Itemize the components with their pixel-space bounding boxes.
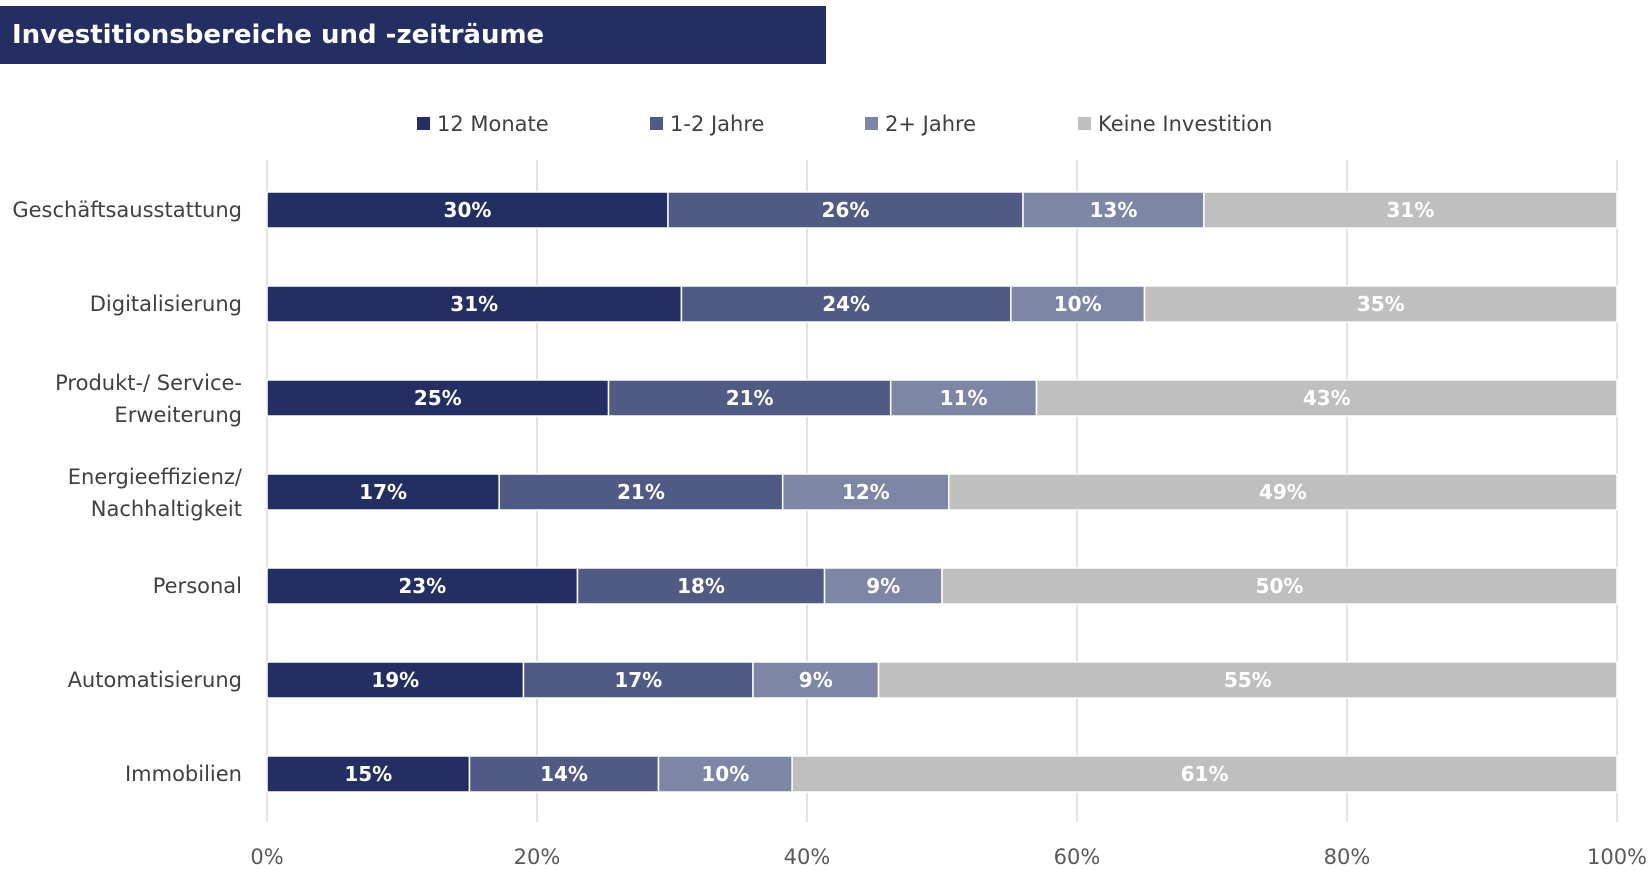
- data-label: 21%: [617, 480, 665, 504]
- bar-segment: [1203, 191, 1618, 229]
- data-label: 61%: [1181, 762, 1229, 786]
- category-label: Digitalisierung: [90, 292, 242, 316]
- category-label: Geschäftsausstattung: [12, 198, 242, 222]
- data-label: 18%: [677, 574, 725, 598]
- bar-segment: [680, 285, 1012, 323]
- data-label: 43%: [1303, 386, 1351, 410]
- bar-segment: [889, 379, 1038, 417]
- bar-segment: [1035, 379, 1618, 417]
- legend-swatch: [650, 117, 663, 130]
- bar-segment: [948, 473, 1618, 511]
- x-tick-label: 0%: [250, 845, 283, 869]
- category-label-line: Erweiterung: [114, 403, 242, 427]
- legend-label: 1-2 Jahre: [670, 112, 764, 136]
- legend: 12 Monate 1-2 Jahre 2+ Jahre Keine Investit…: [417, 112, 1272, 136]
- legend-label: 12 Monate: [437, 112, 549, 136]
- bars: 30% 26% 13% 31% 31% 24% 10% 35% 25% 21% 11% 43% 17% 2…: [266, 191, 1618, 793]
- legend-label: Keine Investition: [1098, 112, 1272, 136]
- data-label: 19%: [371, 668, 419, 692]
- data-label: 26%: [822, 198, 870, 222]
- category-label: Automatisierung: [68, 668, 242, 692]
- legend-item: 1-2 Jahre: [650, 112, 764, 136]
- bar-segment: [522, 661, 754, 699]
- data-label: 15%: [344, 762, 392, 786]
- bar-segment: [266, 661, 525, 699]
- bar-segment: [877, 661, 1618, 699]
- category-label-line: Produkt-/ Service-: [55, 371, 242, 395]
- bar-segment: [657, 755, 793, 793]
- bar-segment: [607, 379, 892, 417]
- category-label: Personal: [153, 574, 242, 598]
- legend-swatch: [1078, 117, 1091, 130]
- bar-segment: [266, 379, 610, 417]
- data-label: 23%: [398, 574, 446, 598]
- bar-segment: [576, 567, 826, 605]
- data-label: 13%: [1090, 198, 1138, 222]
- data-label: 25%: [414, 386, 462, 410]
- data-label: 55%: [1224, 668, 1272, 692]
- chart-title: Investitionsbereiche und -zeiträume: [12, 20, 545, 50]
- data-label: 12%: [842, 480, 890, 504]
- bar-segment: [1022, 191, 1205, 229]
- legend-item: 12 Monate: [417, 112, 549, 136]
- legend-item: 2+ Jahre: [865, 112, 976, 136]
- data-label: 21%: [726, 386, 774, 410]
- x-tick-label: 100%: [1587, 845, 1647, 869]
- bar-segment: [1143, 285, 1618, 323]
- bar-segment: [781, 473, 950, 511]
- bar-segment: [791, 755, 1618, 793]
- category-label: Immobilien: [125, 762, 242, 786]
- category-label: Energieeffizienz/Nachhaltigkeit: [68, 465, 243, 521]
- category-label-line: Nachhaltigkeit: [91, 497, 242, 521]
- x-tick-label: 40%: [784, 845, 831, 869]
- bar-segment: [266, 567, 579, 605]
- x-tick-label: 80%: [1324, 845, 1371, 869]
- bar-segment: [941, 567, 1618, 605]
- data-label: 10%: [701, 762, 749, 786]
- data-label: 31%: [1387, 198, 1435, 222]
- bar-segment: [498, 473, 784, 511]
- data-label: 17%: [359, 480, 407, 504]
- data-label: 9%: [799, 668, 833, 692]
- data-label: 9%: [866, 574, 900, 598]
- legend-label: 2+ Jahre: [885, 112, 976, 136]
- legend-swatch: [417, 117, 430, 130]
- legend-swatch: [865, 117, 878, 130]
- x-tick-label: 60%: [1054, 845, 1101, 869]
- bar-segment: [468, 755, 660, 793]
- bar-segment: [266, 191, 669, 229]
- data-label: 50%: [1256, 574, 1304, 598]
- data-label: 24%: [822, 292, 870, 316]
- data-label: 17%: [614, 668, 662, 692]
- data-label: 14%: [540, 762, 588, 786]
- chart-title-banner: Investitionsbereiche und -zeiträume: [0, 6, 826, 64]
- data-label: 31%: [450, 292, 498, 316]
- bar-segment: [266, 285, 683, 323]
- bar-segment: [1010, 285, 1146, 323]
- data-label: 35%: [1357, 292, 1405, 316]
- bar-segment: [266, 473, 500, 511]
- data-label: 30%: [444, 198, 492, 222]
- x-tick-label: 20%: [514, 845, 561, 869]
- category-label: Produkt-/ Service- Erweiterung: [55, 371, 242, 427]
- category-label-line: Energieeffizienz/: [68, 465, 243, 489]
- data-label: 49%: [1259, 480, 1307, 504]
- data-label: 11%: [940, 386, 988, 410]
- legend-item: Keine Investition: [1078, 112, 1272, 136]
- data-label: 10%: [1054, 292, 1102, 316]
- bar-segment: [667, 191, 1024, 229]
